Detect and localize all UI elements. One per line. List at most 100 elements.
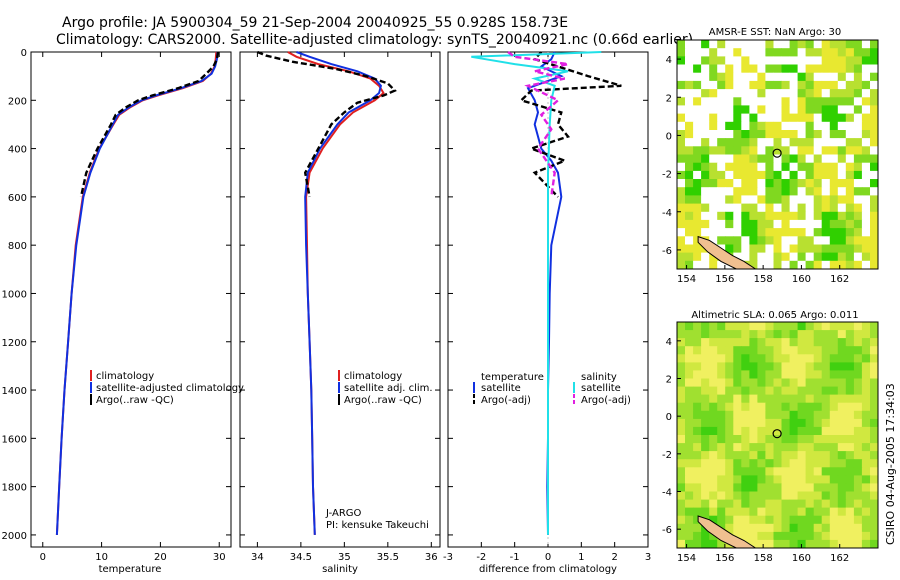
legend-label-climatology: climatology xyxy=(96,371,154,382)
map-cell xyxy=(709,80,718,90)
x-tick-label: 10 xyxy=(95,552,108,563)
map-cell xyxy=(813,211,823,221)
map-cell xyxy=(773,170,782,180)
map-cell xyxy=(677,162,686,172)
map-cell xyxy=(797,146,807,155)
map-cell xyxy=(829,322,839,331)
map-cell xyxy=(805,138,815,147)
map-cell xyxy=(805,219,815,229)
map-cell xyxy=(749,435,758,444)
map-cell xyxy=(717,499,726,509)
legend-label-sal-satellite: satellite xyxy=(581,383,621,394)
map-cell xyxy=(870,346,879,355)
map-cell xyxy=(861,228,871,237)
map-cell xyxy=(805,426,815,436)
map-cell xyxy=(709,426,718,436)
map-cell xyxy=(813,523,823,533)
map-cell xyxy=(693,138,702,147)
map-cell xyxy=(829,499,839,509)
map-cell xyxy=(693,121,702,131)
map-cell xyxy=(821,410,831,420)
map-cell xyxy=(813,507,823,517)
map-cell xyxy=(709,499,718,509)
map-cell xyxy=(709,105,718,115)
map-cell xyxy=(829,491,839,501)
map-cell xyxy=(749,80,758,90)
map-cell xyxy=(709,467,718,476)
map-cell xyxy=(813,322,823,331)
map-cell xyxy=(765,64,774,74)
map-cell xyxy=(789,97,799,106)
y-tick-label: 0 xyxy=(666,131,672,142)
map-cell xyxy=(717,443,726,452)
map-cell xyxy=(805,211,815,221)
map-cell xyxy=(717,146,726,155)
legend-label-temp-satellite: satellite xyxy=(481,383,521,394)
map-cell xyxy=(741,459,750,468)
map-cell xyxy=(685,187,694,196)
y-tick-label: 0 xyxy=(21,48,27,59)
map-cell xyxy=(749,252,758,262)
map-cell xyxy=(717,362,726,371)
map-cell xyxy=(789,451,799,460)
map-cell xyxy=(829,105,839,115)
map-cell xyxy=(813,330,823,339)
map-cell xyxy=(870,467,879,476)
map-cell xyxy=(701,162,710,172)
map-cell xyxy=(870,105,879,115)
map-cell xyxy=(805,378,815,388)
map-cell xyxy=(797,72,807,82)
map-cell xyxy=(853,386,863,396)
map-cell xyxy=(805,322,815,331)
map-cell xyxy=(709,121,718,131)
map-cell xyxy=(870,219,879,229)
map-cell xyxy=(733,236,742,245)
map-cell xyxy=(861,170,871,180)
map-cell xyxy=(853,378,863,388)
map-cell xyxy=(837,410,847,420)
map-cell xyxy=(765,330,774,339)
map-cell xyxy=(725,236,734,245)
series-line xyxy=(519,51,622,198)
map-cell xyxy=(813,252,823,262)
map-cell xyxy=(813,236,823,245)
map-cell xyxy=(821,467,831,476)
map-cell xyxy=(757,539,766,549)
map-cell xyxy=(821,187,831,196)
map-cell xyxy=(829,146,839,155)
map-cell xyxy=(757,499,766,509)
map-cell xyxy=(685,531,694,541)
map-cell xyxy=(853,40,863,49)
map-cell xyxy=(685,370,694,379)
map-cell xyxy=(861,539,871,549)
map-cell xyxy=(733,435,742,444)
map-cell xyxy=(781,483,790,492)
map-cell xyxy=(837,154,847,164)
legend-label-argo: Argo(..raw -QC) xyxy=(344,395,422,406)
map-cell xyxy=(717,219,726,229)
map-cell xyxy=(701,378,710,388)
map-cell xyxy=(725,451,734,460)
map-cell xyxy=(781,451,790,460)
map-cell xyxy=(749,89,758,98)
map-cell xyxy=(821,105,831,115)
map-cell xyxy=(725,467,734,476)
map-cell xyxy=(677,154,686,164)
map-cell xyxy=(709,56,718,66)
map-cell xyxy=(677,64,686,74)
map-cell xyxy=(765,483,774,492)
map-cell xyxy=(709,362,718,371)
map-cell xyxy=(789,40,799,49)
map-cell xyxy=(677,354,686,363)
map-cell xyxy=(717,211,726,221)
x-tick-label: 156 xyxy=(715,274,734,285)
map-cell xyxy=(685,507,694,517)
series-line xyxy=(79,51,220,198)
map-cell xyxy=(709,378,718,388)
map-cell xyxy=(781,236,790,245)
map-cell xyxy=(701,426,710,436)
map-cell xyxy=(765,467,774,476)
map-cell xyxy=(853,138,863,147)
map-cell xyxy=(797,211,807,221)
y-tick-label: -2 xyxy=(662,450,672,461)
